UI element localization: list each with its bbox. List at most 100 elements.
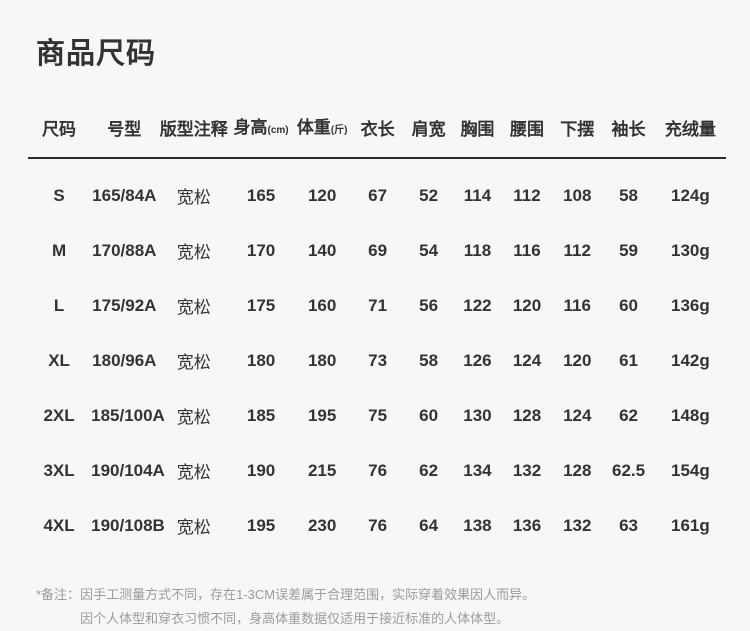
table-cell: 64 (419, 515, 439, 535)
size-table-body: S 165/84A 宽松 165 120 67 52 114 112 108 58 124g M 170/… (28, 158, 726, 553)
table-cell: 116 (563, 295, 591, 315)
table-cell: 132 (512, 460, 542, 480)
table-cell: 宽松 (176, 518, 211, 537)
table-cell: 126 (463, 350, 492, 370)
footnote-line-1: 因手工测量方式不同，存在1-3CM误差属于合理范围，实际穿着效果因人而异。 (80, 587, 536, 602)
table-cell: 175 (246, 295, 276, 315)
table-cell: 124 (512, 350, 542, 370)
table-cell: 73 (368, 350, 388, 370)
table-cell: 180 (307, 350, 337, 370)
column-header-label: 腰围 (510, 119, 544, 139)
column-header: 尺码 (28, 71, 91, 159)
table-cell: 124 (563, 405, 592, 425)
table-cell: 130g (670, 240, 710, 260)
table-cell: 62 (619, 405, 638, 425)
table-cell: 116 (513, 240, 541, 260)
table-cell: 60 (619, 295, 638, 315)
size-table-wrap: 尺码 号型 版型注释 身高(cm) 体重(斤) 衣长 肩宽 胸围 腰围 下摆 袖长 充绒量 S 165/… (28, 71, 726, 553)
table-cell: 190 (246, 460, 276, 480)
footnote-label: *备注： (36, 587, 81, 602)
table-cell: 宽松 (176, 353, 211, 372)
table-cell: 165 (246, 185, 276, 205)
table-cell: 185/100A (91, 405, 165, 425)
size-cell: 4XL (43, 515, 75, 535)
table-cell: 76 (368, 515, 388, 535)
table-cell: 114 (463, 185, 492, 205)
column-header-label: 身高 (233, 118, 268, 137)
table-cell: 195 (246, 515, 276, 535)
table-cell: 62 (419, 460, 439, 480)
table-cell: 122 (463, 295, 492, 315)
table-cell: 宽松 (176, 188, 211, 207)
table-cell: 69 (368, 240, 388, 260)
column-header: 身高(cm) (228, 71, 294, 159)
table-cell: 154g (670, 460, 710, 480)
column-header-label: 尺码 (42, 119, 77, 139)
table-cell: 138 (463, 515, 492, 535)
size-cell: M (51, 240, 67, 260)
column-header: 衣长 (351, 71, 405, 159)
table-cell: 136 (512, 515, 542, 535)
column-header-label: 体重 (296, 118, 331, 137)
table-cell: 124g (670, 185, 710, 205)
table-cell: 170 (246, 240, 276, 260)
column-header: 袖长 (602, 71, 655, 159)
size-table: 尺码 号型 版型注释 身高(cm) 体重(斤) 衣长 肩宽 胸围 腰围 下摆 袖长 充绒量 S 165/… (28, 71, 726, 553)
column-header: 充绒量 (654, 71, 726, 159)
table-cell: 52 (419, 185, 439, 205)
column-header: 胸围 (453, 71, 502, 159)
size-cell: 3XL (43, 460, 75, 480)
table-row: 4XL 190/108B 宽松 195 230 76 64 138 136 132 63 161g (28, 498, 726, 553)
table-row: XL 180/96A 宽松 180 180 73 58 126 124 120 61 142g (28, 333, 726, 388)
column-header-label: 版型注释 (159, 119, 228, 139)
table-cell: 175/92A (92, 295, 157, 315)
table-cell: 180 (246, 350, 276, 370)
table-cell: 185 (246, 405, 276, 425)
table-cell: 宽松 (176, 463, 211, 482)
column-header: 肩宽 (404, 71, 454, 159)
table-row: L 175/92A 宽松 175 160 71 56 122 120 116 60 136g (28, 278, 726, 333)
table-cell: 140 (307, 240, 337, 260)
table-cell: 180/96A (92, 350, 157, 370)
table-cell: 75 (368, 405, 388, 425)
table-cell: 230 (307, 515, 337, 535)
column-header-unit: (斤) (330, 125, 348, 136)
table-cell: 215 (307, 460, 337, 480)
table-cell: 160 (307, 295, 337, 315)
column-header: 下摆 (552, 71, 603, 159)
footnote: *备注： 因手工测量方式不同，存在1-3CM误差属于合理范围，实际穿着效果因人而… (36, 583, 750, 631)
column-header-unit: (cm) (267, 125, 289, 136)
table-cell: 71 (368, 295, 388, 315)
table-cell: 61 (619, 350, 638, 370)
footnote-line-2: 因个人体型和穿衣习惯不同，身高体重数据仅适用于接近标准的人体体型。 (80, 611, 510, 626)
table-cell: 112 (513, 185, 541, 205)
table-cell: 118 (463, 240, 492, 260)
table-cell: 148g (670, 405, 710, 425)
column-header: 号型 (90, 71, 159, 159)
table-cell: 165/84A (92, 185, 157, 205)
size-cell: S (53, 185, 65, 205)
table-cell: 59 (619, 240, 638, 260)
column-header-label: 下摆 (560, 119, 595, 139)
table-cell: 58 (619, 185, 638, 205)
size-cell: 2XL (43, 405, 75, 425)
table-cell: 128 (563, 460, 592, 480)
column-header: 体重(斤) (293, 71, 352, 159)
table-cell: 108 (563, 185, 592, 205)
size-cell: XL (48, 350, 70, 370)
table-cell: 54 (419, 240, 439, 260)
column-header-label: 袖长 (611, 119, 646, 139)
column-header-label: 充绒量 (664, 119, 716, 139)
table-cell: 161g (670, 515, 710, 535)
table-cell: 宽松 (176, 298, 211, 317)
column-header: 腰围 (501, 71, 553, 159)
table-cell: 136g (670, 295, 710, 315)
table-cell: 63 (619, 515, 638, 535)
table-cell: 170/88A (92, 240, 157, 260)
table-cell: 195 (307, 405, 337, 425)
table-cell: 190/108B (91, 515, 165, 535)
table-cell: 112 (563, 240, 591, 260)
size-cell: L (53, 295, 65, 315)
table-cell: 130 (463, 405, 492, 425)
table-cell: 120 (563, 350, 592, 370)
